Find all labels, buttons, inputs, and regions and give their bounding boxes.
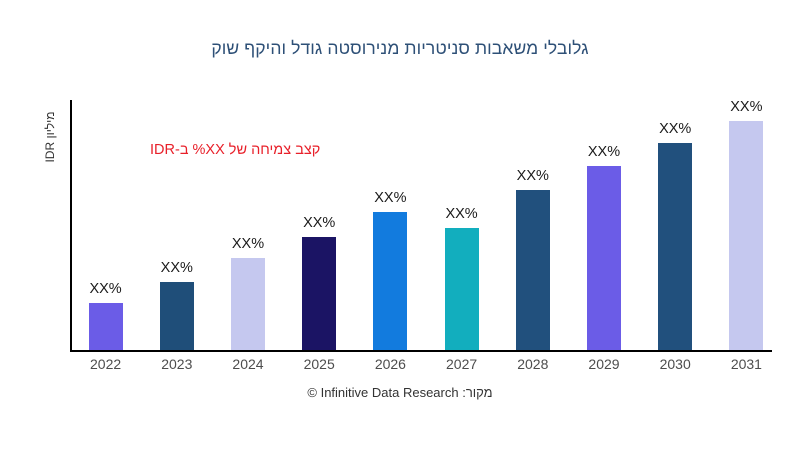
bar-group: XX% 2029 — [573, 100, 635, 372]
bar-group: XX% 2031 — [715, 99, 777, 372]
bar-group: XX% 2024 — [217, 100, 279, 372]
x-axis-tick-label: 2029 — [588, 356, 620, 372]
bar[interactable] — [231, 258, 265, 350]
bar[interactable] — [729, 121, 764, 350]
bar-value-label: XX% — [516, 168, 549, 184]
bar-group: XX% 2027 — [431, 100, 493, 372]
x-axis-tick-label: 2028 — [517, 356, 549, 372]
bar-group: XX% 2030 — [644, 100, 706, 372]
bar-value-label: XX% — [587, 144, 621, 160]
bar[interactable] — [587, 166, 621, 350]
chart-title: גלובלי משאבות סניטריות מנירוסטה גודל והי… — [211, 38, 589, 58]
bar-value-label: XX% — [303, 215, 336, 231]
bar-group: XX% 2023 — [146, 100, 208, 372]
bar[interactable] — [88, 303, 123, 350]
plot-area: XX% 2022 XX% 2023 XX% 2024 XX% 2025 XX% 2026 XX% 20… — [70, 99, 782, 372]
growth-rate-annotation: קצב צמיחה של XX% ב-IDR — [150, 142, 321, 158]
x-axis-tick-label: 2031 — [730, 356, 762, 372]
bar[interactable] — [658, 143, 693, 350]
bar-value-label: XX% — [160, 260, 193, 276]
x-axis-tick-label: 2027 — [446, 356, 478, 372]
x-axis-tick-label: 2023 — [161, 356, 193, 372]
x-axis-line — [70, 350, 772, 352]
bar[interactable] — [159, 282, 194, 350]
bar[interactable] — [515, 190, 550, 350]
bar-value-label: XX% — [374, 190, 407, 206]
x-axis-tick-label: 2030 — [659, 356, 691, 372]
x-axis-tick-label: 2025 — [303, 356, 335, 372]
x-axis-tick-label: 2022 — [90, 356, 122, 372]
bar-group: XX% 2025 — [288, 100, 350, 372]
bar-group: XX% 2022 — [75, 100, 137, 372]
bar-value-label: XX% — [730, 99, 763, 115]
bar[interactable] — [444, 228, 479, 350]
bar[interactable] — [373, 212, 408, 350]
y-axis-label: מיליון IDR — [43, 111, 57, 163]
bar[interactable] — [302, 237, 337, 350]
bar-value-label: XX% — [659, 121, 692, 137]
source-footer: מקור: Infinitive Data Research © — [307, 385, 493, 400]
x-axis-tick-label: 2024 — [232, 356, 264, 372]
bar-group: XX% 2028 — [502, 100, 564, 372]
bar-value-label: XX% — [445, 206, 478, 222]
bar-value-label: XX% — [89, 281, 122, 297]
bar-value-label: XX% — [231, 236, 265, 252]
y-axis-line — [70, 100, 72, 351]
bar-group: XX% 2026 — [359, 100, 421, 372]
x-axis-tick-label: 2026 — [374, 356, 406, 372]
